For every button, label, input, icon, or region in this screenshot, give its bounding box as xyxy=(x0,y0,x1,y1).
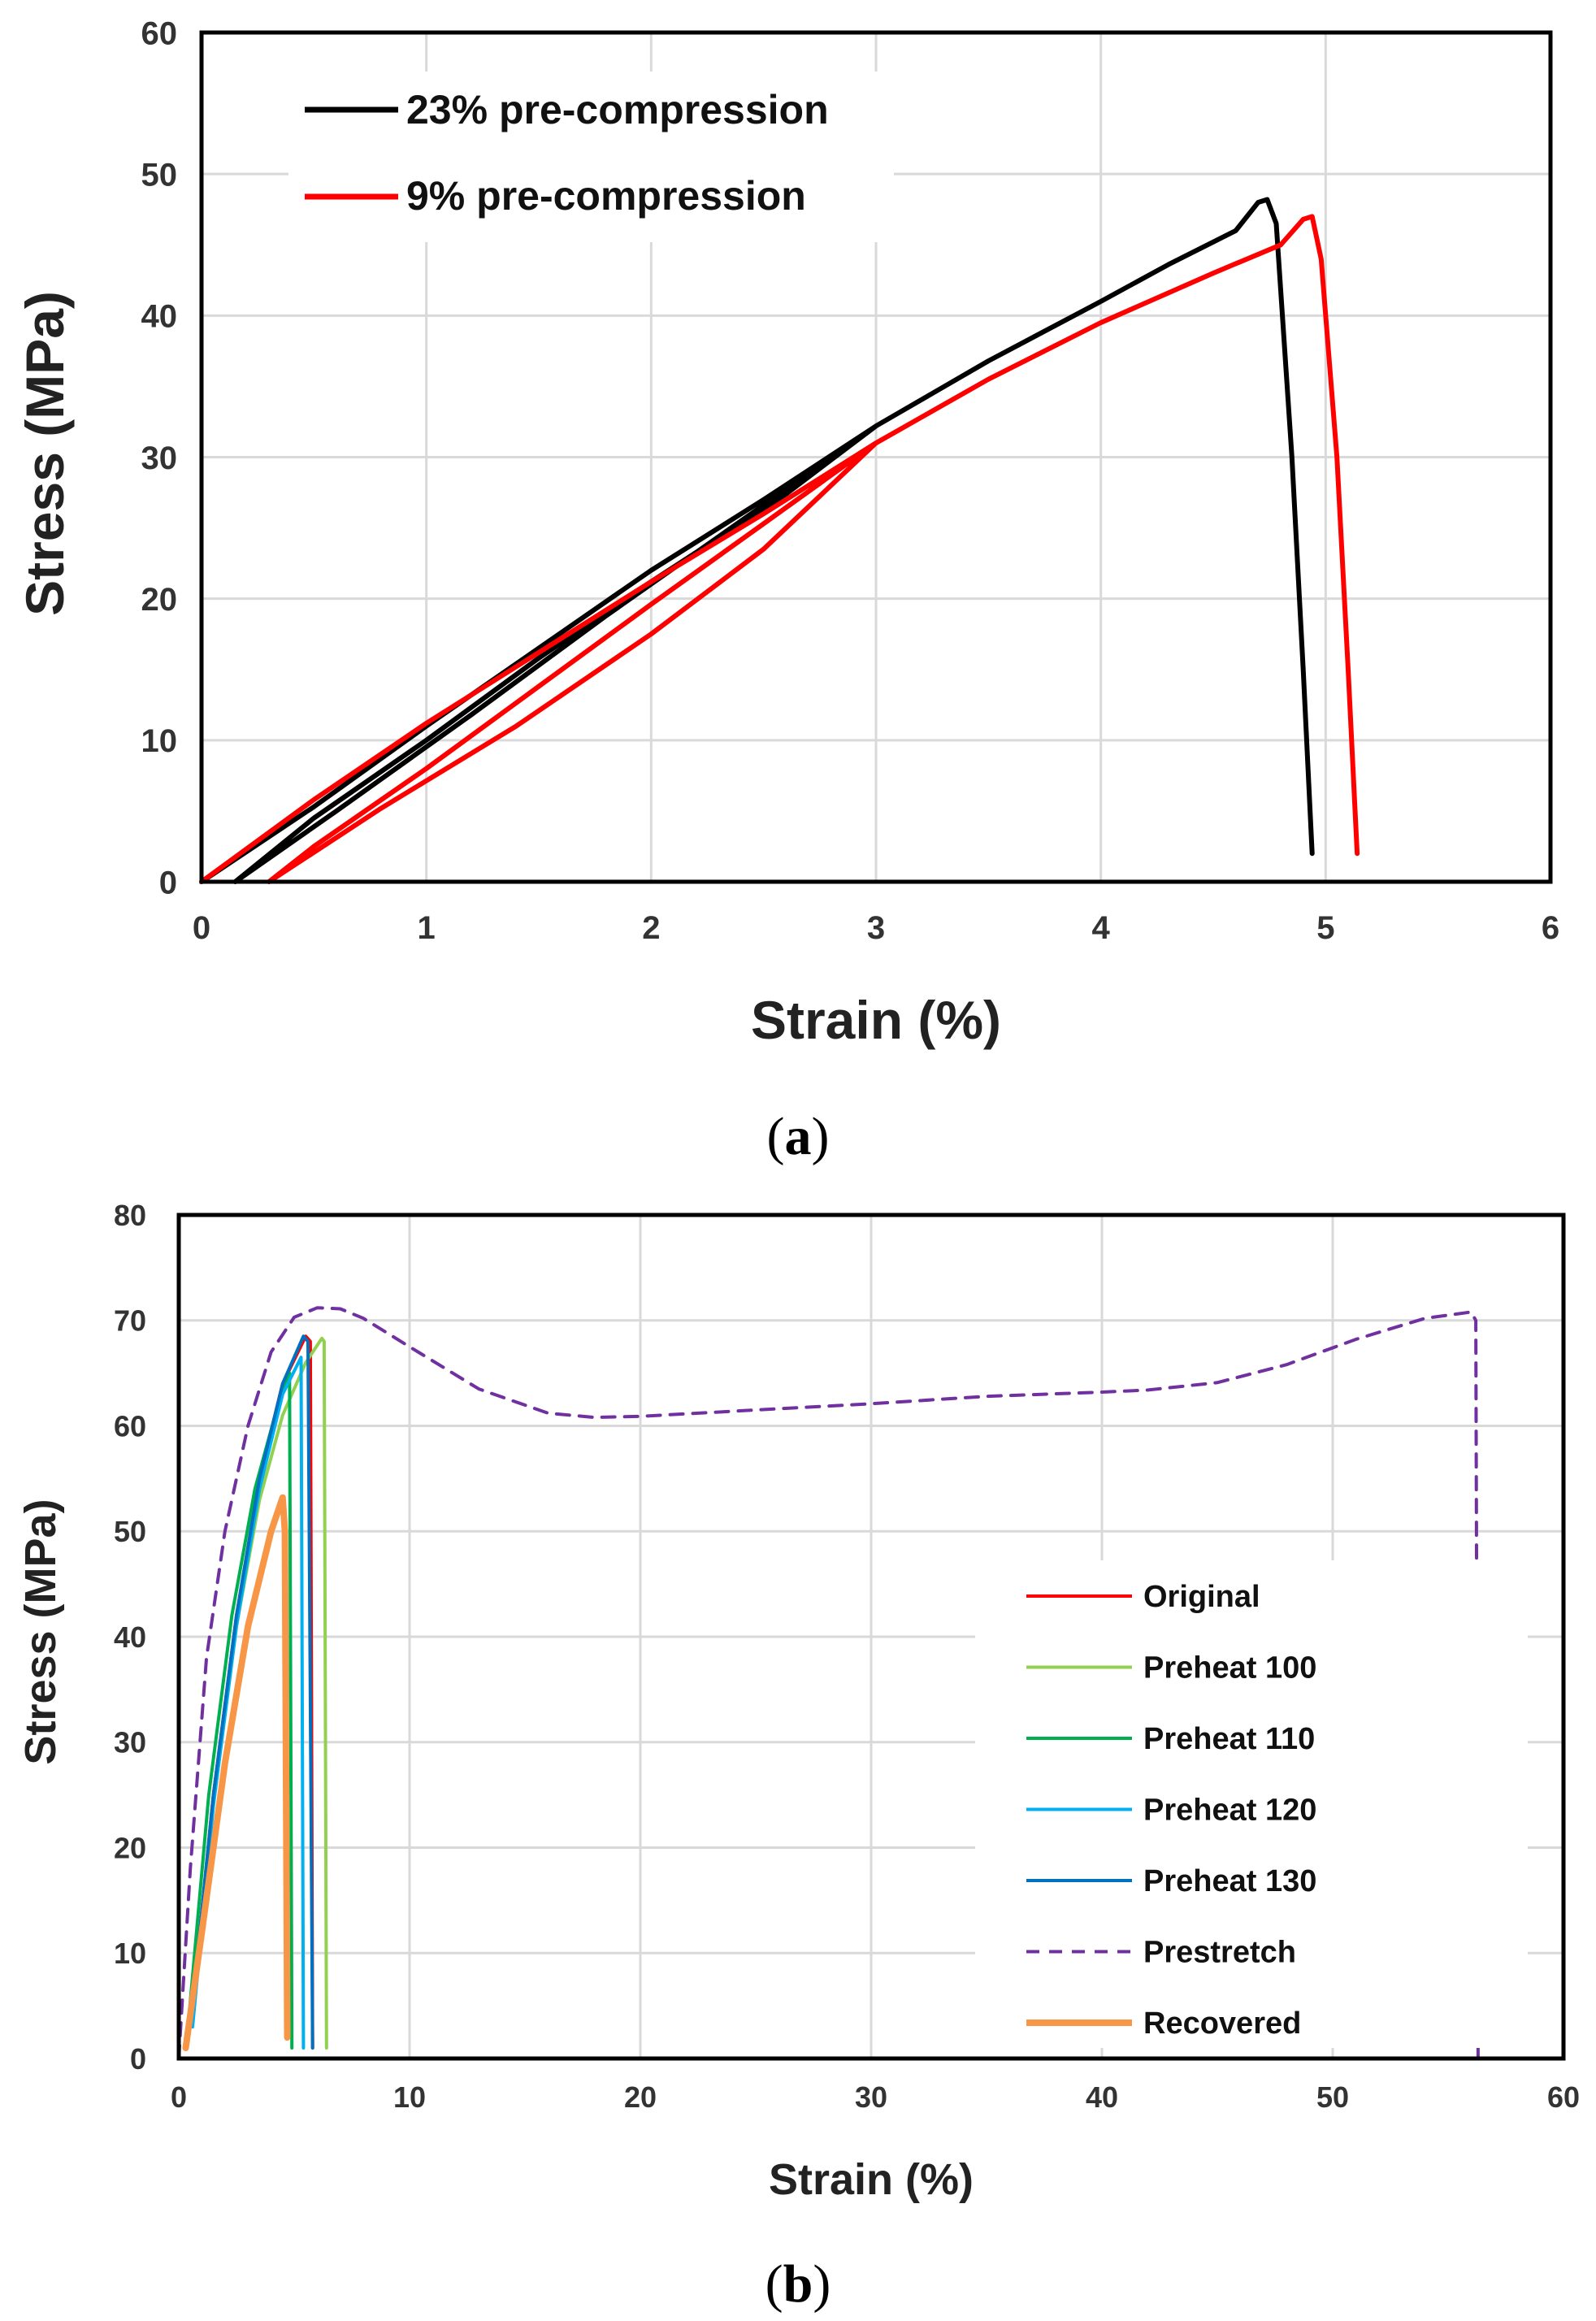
chart-b-legend-label-prestretch: Prestretch xyxy=(1143,1936,1296,1970)
chart-a-series-23-pre-compression xyxy=(199,197,1315,884)
chart-b-y-tick-label: 40 xyxy=(114,1620,146,1654)
chart-a-series-group xyxy=(199,197,1360,884)
chart-b-x-tick-label: 50 xyxy=(1316,2080,1349,2114)
chart-b-x-tick-label: 0 xyxy=(171,2080,187,2114)
chart-b-x-tick-label: 10 xyxy=(393,2080,426,2114)
chart-a-x-tick-label: 0 xyxy=(193,910,210,946)
chart-a-y-tick-label: 20 xyxy=(141,582,178,618)
chart-b-y-tick-label: 10 xyxy=(114,1937,146,1970)
chart-b-plot-frame xyxy=(176,1213,1566,2061)
chart-b-series-preheat-110 xyxy=(186,1371,294,2050)
chart-b-y-tick-label: 80 xyxy=(114,1199,146,1232)
chart-a-y-tick-label: 10 xyxy=(141,723,178,759)
chart-a-x-tick-label: 1 xyxy=(418,910,436,946)
panel-label-a: (a) xyxy=(767,1107,830,1166)
chart-b-series-recovered xyxy=(182,1494,291,2051)
chart-b-legend-label-original: Original xyxy=(1143,1580,1260,1614)
chart-b-y-tick-label: 60 xyxy=(114,1409,146,1442)
chart-b: 0 10 20 30 40 50 60 0 10 20 30 40 50 60 70 80 Strain (… xyxy=(16,1199,1580,2314)
chart-a-x-tick-label: 5 xyxy=(1316,910,1334,946)
chart-b-y-axis-title: Stress (MPa) xyxy=(16,1499,65,1764)
chart-a-y-axis-title: Stress (MPa) xyxy=(15,291,75,616)
chart-b-y-tick-label: 30 xyxy=(114,1726,146,1759)
chart-a-x-tick-label: 3 xyxy=(867,910,885,946)
chart-b-y-tick-label: 20 xyxy=(114,1831,146,1864)
chart-a-y-tick-label: 40 xyxy=(141,299,178,335)
chart-b-x-tick-label: 20 xyxy=(624,2080,657,2114)
chart-a-x-axis-title: Strain (%) xyxy=(751,990,1001,1050)
chart-b-y-tick-label: 50 xyxy=(114,1515,146,1548)
chart-b-x-ticks: 0 10 20 30 40 50 60 xyxy=(171,2080,1580,2114)
chart-b-y-ticks: 0 10 20 30 40 50 60 70 80 xyxy=(114,1199,146,2076)
chart-a-legend: 23% pre-compression 9% pre-compression xyxy=(288,72,894,242)
chart-b-legend-label-recovered: Recovered xyxy=(1143,2006,1301,2041)
chart-b-legend-label-preheat-110: Preheat 110 xyxy=(1143,1722,1315,1756)
chart-b-series-preheat-100 xyxy=(189,1336,328,2050)
chart-b-series-original xyxy=(189,1334,314,2050)
chart-a-legend-label-23: 23% pre-compression xyxy=(406,87,829,132)
panel-label-b-letter: b xyxy=(783,2254,813,2314)
chart-a-legend-background xyxy=(288,72,894,242)
chart-a-y-ticks: 0 10 20 30 40 50 60 xyxy=(141,15,178,900)
chart-a-y-tick-label: 50 xyxy=(141,158,178,193)
chart-b-legend: Original Preheat 100 Preheat 110 Preheat 12… xyxy=(975,1560,1528,2048)
chart-a-y-tick-label: 30 xyxy=(141,440,178,476)
chart-b-legend-label-preheat-100: Preheat 100 xyxy=(1143,1651,1316,1685)
chart-b-y-tick-label: 0 xyxy=(130,2042,146,2076)
chart-a-x-tick-label: 2 xyxy=(642,910,660,946)
chart-a-legend-label-9: 9% pre-compression xyxy=(406,173,806,219)
chart-b-x-tick-label: 60 xyxy=(1547,2080,1580,2114)
chart-b-series-group xyxy=(177,1306,1480,2060)
chart-b-legend-label-preheat-120: Preheat 120 xyxy=(1143,1794,1316,1828)
chart-b-x-tick-label: 30 xyxy=(855,2080,887,2114)
panel-label-b: (b) xyxy=(765,2254,831,2314)
chart-a-y-tick-label: 60 xyxy=(141,15,178,51)
chart-b-series-prestretch xyxy=(177,1306,1480,2060)
chart-b-legend-background xyxy=(975,1560,1528,2048)
chart-a-x-tick-label: 6 xyxy=(1542,910,1559,946)
chart-a-x-tick-label: 4 xyxy=(1092,910,1111,946)
panel-label-a-letter: a xyxy=(785,1107,812,1166)
chart-b-series-preheat-130 xyxy=(189,1334,314,2050)
chart-b-legend-label-preheat-130: Preheat 130 xyxy=(1143,1864,1316,1898)
chart-b-y-tick-label: 70 xyxy=(114,1304,146,1338)
chart-b-legend-items: Original Preheat 100 Preheat 110 Preheat 12… xyxy=(1026,1580,1316,2041)
chart-a-plot-frame xyxy=(199,30,1553,884)
chart-a-y-tick-label: 0 xyxy=(159,865,177,900)
chart-b-x-tick-label: 40 xyxy=(1086,2080,1118,2114)
chart-b-x-axis-title: Strain (%) xyxy=(769,2155,974,2204)
chart-a: 0 1 2 3 4 5 6 0 10 20 30 40 50 60 Strain (%) Stress … xyxy=(15,15,1559,1166)
chart-a-x-ticks: 0 1 2 3 4 5 6 xyxy=(193,910,1559,946)
chart-a-series-9-pre-compression xyxy=(199,214,1360,884)
